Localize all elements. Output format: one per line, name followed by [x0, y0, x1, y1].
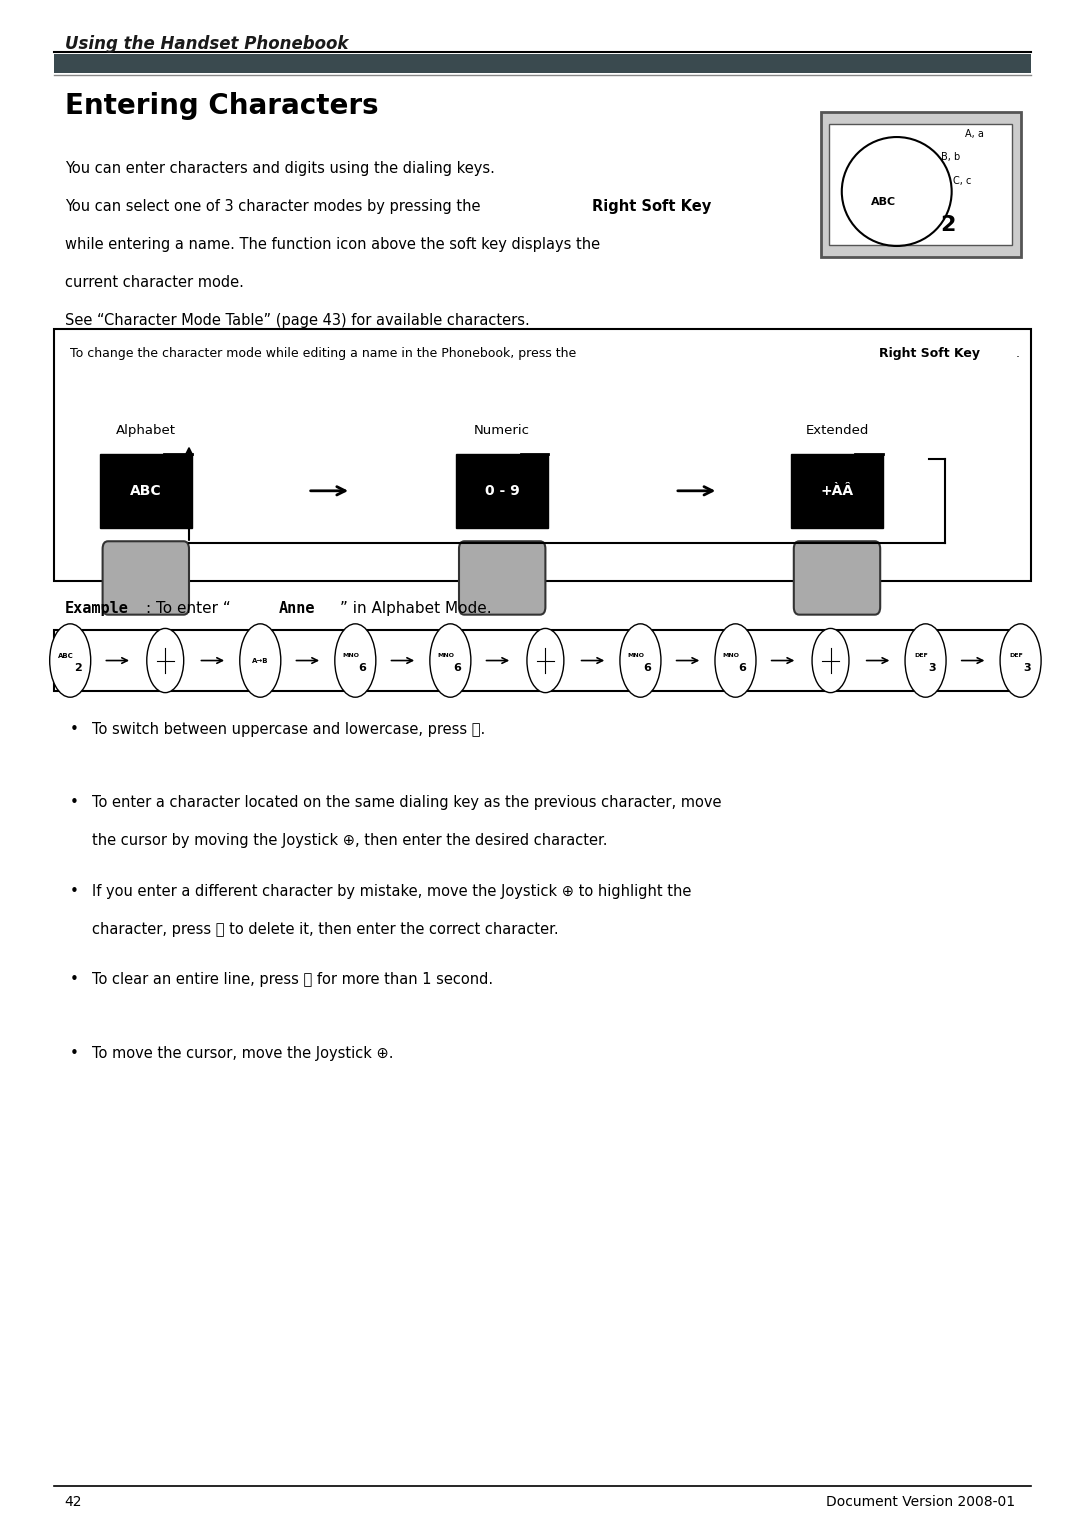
Ellipse shape — [620, 624, 661, 697]
Ellipse shape — [335, 624, 376, 697]
Ellipse shape — [1000, 624, 1041, 697]
Text: MNO: MNO — [627, 653, 645, 659]
Text: C, c: C, c — [953, 176, 971, 185]
FancyBboxPatch shape — [103, 541, 189, 615]
Text: Extended: Extended — [806, 424, 868, 437]
Text: Entering Characters: Entering Characters — [65, 92, 378, 119]
Text: ABC: ABC — [58, 653, 73, 659]
FancyBboxPatch shape — [100, 454, 192, 528]
Text: ” in Alphabet Mode.: ” in Alphabet Mode. — [340, 601, 491, 616]
FancyBboxPatch shape — [829, 124, 1012, 245]
Text: If you enter a different character by mistake, move the Joystick ⊕ to highlight : If you enter a different character by mi… — [92, 884, 691, 899]
Text: A, a: A, a — [964, 128, 984, 139]
FancyBboxPatch shape — [54, 54, 1031, 73]
Text: 3: 3 — [1023, 664, 1031, 673]
FancyBboxPatch shape — [54, 630, 1031, 691]
Text: •: • — [70, 795, 79, 810]
Text: •: • — [70, 1046, 79, 1061]
Text: A→B: A→B — [252, 657, 269, 664]
Text: You can select one of 3 character modes by pressing the: You can select one of 3 character modes … — [65, 199, 485, 214]
Text: MNO: MNO — [342, 653, 360, 659]
Text: 0 - 9: 0 - 9 — [485, 483, 519, 498]
Text: B, b: B, b — [941, 153, 960, 162]
Ellipse shape — [430, 624, 471, 697]
Ellipse shape — [147, 628, 184, 693]
Text: Anne: Anne — [279, 601, 315, 616]
Text: 6: 6 — [453, 664, 461, 673]
Text: Right Soft Key: Right Soft Key — [879, 347, 981, 361]
FancyBboxPatch shape — [54, 329, 1031, 581]
FancyBboxPatch shape — [791, 454, 883, 528]
Text: Numeric: Numeric — [474, 424, 530, 437]
Ellipse shape — [50, 624, 91, 697]
Text: Using the Handset Phonebook: Using the Handset Phonebook — [65, 35, 348, 54]
Text: DEF: DEF — [915, 653, 928, 659]
Ellipse shape — [240, 624, 281, 697]
Text: 3: 3 — [928, 664, 936, 673]
Text: ABC: ABC — [130, 483, 162, 498]
Text: To switch between uppercase and lowercase, press ⓐ.: To switch between uppercase and lowercas… — [92, 722, 485, 737]
Text: •: • — [70, 972, 79, 988]
Text: See “Character Mode Table” (page 43) for available characters.: See “Character Mode Table” (page 43) for… — [65, 313, 529, 329]
Text: Document Version 2008-01: Document Version 2008-01 — [826, 1495, 1015, 1509]
Text: 2: 2 — [73, 664, 82, 673]
Ellipse shape — [527, 628, 564, 693]
Text: : To enter “: : To enter “ — [146, 601, 230, 616]
Text: while entering a name. The function icon above the soft key displays the: while entering a name. The function icon… — [65, 237, 599, 252]
Text: current character mode.: current character mode. — [65, 275, 244, 291]
Text: Right Soft Key: Right Soft Key — [592, 199, 711, 214]
Ellipse shape — [812, 628, 849, 693]
FancyBboxPatch shape — [794, 541, 880, 615]
Text: Example: Example — [65, 601, 129, 616]
Text: Alphabet: Alphabet — [116, 424, 176, 437]
Text: 6: 6 — [738, 664, 746, 673]
Text: the cursor by moving the Joystick ⊕, then enter the desired character.: the cursor by moving the Joystick ⊕, the… — [92, 833, 607, 849]
Text: To change the character mode while editing a name in the Phonebook, press the: To change the character mode while editi… — [70, 347, 580, 361]
Text: +ÀÂ: +ÀÂ — [821, 483, 853, 498]
Text: 2: 2 — [941, 216, 956, 235]
Text: ABC: ABC — [870, 197, 896, 206]
Text: •: • — [70, 722, 79, 737]
Text: 6: 6 — [357, 664, 366, 673]
Text: To move the cursor, move the Joystick ⊕.: To move the cursor, move the Joystick ⊕. — [92, 1046, 393, 1061]
Text: character, press ⓐ to delete it, then enter the correct character.: character, press ⓐ to delete it, then en… — [92, 922, 558, 937]
Text: 6: 6 — [643, 664, 651, 673]
Text: To clear an entire line, press ⓐ for more than 1 second.: To clear an entire line, press ⓐ for mor… — [92, 972, 492, 988]
Text: 42: 42 — [65, 1495, 82, 1509]
Text: •: • — [70, 884, 79, 899]
Text: To enter a character located on the same dialing key as the previous character, : To enter a character located on the same… — [92, 795, 721, 810]
Text: .: . — [1015, 347, 1020, 361]
Text: You can enter characters and digits using the dialing keys.: You can enter characters and digits usin… — [65, 161, 495, 176]
Ellipse shape — [715, 624, 756, 697]
Text: MNO: MNO — [723, 653, 740, 659]
Text: DEF: DEF — [1010, 653, 1023, 659]
FancyBboxPatch shape — [457, 454, 549, 528]
FancyBboxPatch shape — [821, 112, 1021, 257]
FancyBboxPatch shape — [459, 541, 545, 615]
Text: MNO: MNO — [437, 653, 455, 659]
Ellipse shape — [905, 624, 946, 697]
